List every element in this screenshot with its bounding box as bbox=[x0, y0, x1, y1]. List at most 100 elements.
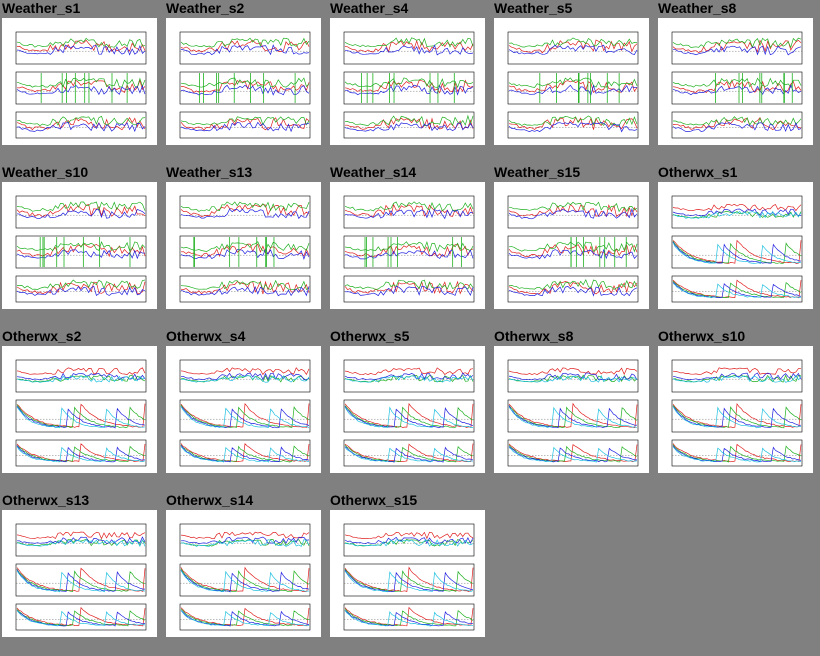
plot-thumbnail-image[interactable] bbox=[166, 510, 321, 637]
plot-panel-frame bbox=[507, 111, 639, 139]
thumbnail-tile[interactable]: Otherwx_s8 bbox=[492, 328, 656, 492]
thumbnail-tile[interactable]: Weather_s4 bbox=[328, 0, 492, 164]
thumbnail-title[interactable]: Weather_s10 bbox=[2, 164, 89, 180]
series-line bbox=[180, 610, 310, 627]
thumbnail-title[interactable]: Weather_s2 bbox=[166, 0, 245, 16]
plot-panel-frame bbox=[15, 111, 147, 139]
series-line bbox=[180, 37, 310, 48]
plot-panel-frame bbox=[671, 235, 803, 269]
thumbnail-title[interactable]: Otherwx_s10 bbox=[658, 328, 746, 344]
series-line bbox=[672, 406, 802, 428]
thumbnail-tile[interactable]: Weather_s13 bbox=[164, 164, 328, 328]
series-line bbox=[672, 37, 802, 49]
thumbnail-title[interactable]: Weather_s1 bbox=[2, 0, 81, 16]
thumbnail-title[interactable]: Otherwx_s1 bbox=[658, 164, 738, 180]
series-line bbox=[16, 39, 146, 53]
thumbnail-tile[interactable]: Otherwx_s2 bbox=[0, 328, 164, 492]
series-line bbox=[508, 406, 638, 428]
thumbnail-title[interactable]: Otherwx_s13 bbox=[2, 492, 90, 508]
thumbnail-tile[interactable]: Otherwx_s14 bbox=[164, 492, 328, 656]
plot-panel-frame bbox=[671, 359, 803, 393]
series-line bbox=[344, 569, 474, 592]
thumbnail-tile[interactable]: Weather_s10 bbox=[0, 164, 164, 328]
series-line bbox=[672, 406, 802, 428]
thumbnail-title[interactable]: Weather_s14 bbox=[330, 164, 417, 180]
plot-thumbnail-image[interactable] bbox=[330, 346, 485, 473]
thumbnail-tile[interactable]: Weather_s5 bbox=[492, 0, 656, 164]
series-line bbox=[16, 610, 146, 627]
series-line bbox=[344, 244, 474, 258]
thumbnail-tile[interactable]: Otherwx_s13 bbox=[0, 492, 164, 656]
thumbnail-title[interactable]: Weather_s13 bbox=[166, 164, 253, 180]
plot-thumbnail-image[interactable] bbox=[2, 18, 157, 145]
plot-thumbnail-image[interactable] bbox=[494, 182, 649, 309]
series-line bbox=[508, 405, 638, 429]
series-line bbox=[180, 569, 310, 593]
plot-thumbnail-image[interactable] bbox=[2, 182, 157, 309]
plot-panel-frame bbox=[179, 359, 311, 393]
series-line bbox=[508, 208, 638, 220]
series-line bbox=[16, 372, 146, 381]
series-line bbox=[180, 406, 310, 429]
series-line bbox=[508, 444, 638, 463]
plot-thumbnail-image[interactable] bbox=[166, 182, 321, 309]
series-line bbox=[180, 243, 310, 258]
plot-thumbnail-image[interactable] bbox=[494, 346, 649, 473]
thumbnail-title[interactable]: Weather_s15 bbox=[494, 164, 581, 180]
series-line bbox=[16, 536, 146, 544]
thumbnail-tile[interactable]: Weather_s1 bbox=[0, 0, 164, 164]
plot-thumbnail-image[interactable] bbox=[166, 346, 321, 473]
thumbnail-tile[interactable]: Weather_s8 bbox=[656, 0, 820, 164]
thumbnail-tile[interactable]: Weather_s2 bbox=[164, 0, 328, 164]
thumbnail-title[interactable]: Otherwx_s4 bbox=[166, 328, 246, 344]
plot-thumbnail-image[interactable] bbox=[166, 18, 321, 145]
plot-panel-frame bbox=[179, 31, 311, 65]
series-line bbox=[344, 37, 474, 48]
plot-panel-frame bbox=[179, 235, 311, 269]
thumbnail-tile[interactable]: Weather_s15 bbox=[492, 164, 656, 328]
plot-thumbnail-image[interactable] bbox=[658, 182, 813, 309]
plot-thumbnail-image[interactable] bbox=[2, 346, 157, 473]
thumbnail-tile[interactable]: Otherwx_s4 bbox=[164, 328, 328, 492]
series-line bbox=[180, 445, 310, 463]
thumbnail-title[interactable]: Otherwx_s2 bbox=[2, 328, 82, 344]
plot-panel-frame bbox=[507, 359, 639, 393]
series-line bbox=[344, 285, 474, 297]
thumbnail-title[interactable]: Otherwx_s14 bbox=[166, 492, 254, 508]
plot-panel-frame bbox=[507, 235, 639, 269]
plot-thumbnail-image[interactable] bbox=[330, 510, 485, 637]
series-line bbox=[508, 405, 638, 428]
plot-thumbnail-image[interactable] bbox=[330, 182, 485, 309]
plot-thumbnail-image[interactable] bbox=[330, 18, 485, 145]
plot-panel-frame bbox=[179, 111, 311, 139]
thumbnail-title[interactable]: Otherwx_s15 bbox=[330, 492, 418, 508]
thumbnail-tile[interactable]: Otherwx_s5 bbox=[328, 328, 492, 492]
thumbnail-tile[interactable]: Otherwx_s10 bbox=[656, 328, 820, 492]
thumbnail-title[interactable]: Otherwx_s5 bbox=[330, 328, 410, 344]
plot-panel-frame bbox=[179, 563, 311, 597]
thumbnail-title[interactable]: Weather_s5 bbox=[494, 0, 573, 16]
plot-thumbnail-image[interactable] bbox=[2, 510, 157, 637]
plot-panel-frame bbox=[343, 235, 475, 269]
plot-thumbnail-image[interactable] bbox=[494, 18, 649, 145]
thumbnail-tile[interactable]: Weather_s14 bbox=[328, 164, 492, 328]
thumbnail-title[interactable]: Weather_s4 bbox=[330, 0, 409, 16]
series-line bbox=[16, 285, 146, 296]
series-line bbox=[16, 208, 146, 220]
thumbnail-title[interactable]: Weather_s8 bbox=[658, 0, 737, 16]
thumbnail-tile[interactable]: Otherwx_s15 bbox=[328, 492, 492, 656]
thumbnail-title[interactable]: Otherwx_s8 bbox=[494, 328, 574, 344]
series-line bbox=[16, 37, 146, 48]
thumbnail-tile[interactable]: Otherwx_s1 bbox=[656, 164, 820, 328]
series-line bbox=[180, 568, 310, 593]
series-line bbox=[16, 443, 146, 462]
plot-panel-frame bbox=[15, 275, 147, 303]
series-line bbox=[673, 116, 802, 126]
series-line bbox=[672, 282, 802, 298]
plot-panel-frame bbox=[15, 31, 147, 65]
plot-panel-frame bbox=[15, 195, 147, 229]
plot-panel-frame bbox=[179, 399, 311, 433]
series-line bbox=[16, 77, 146, 88]
plot-thumbnail-image[interactable] bbox=[658, 18, 813, 145]
plot-thumbnail-image[interactable] bbox=[658, 346, 813, 473]
